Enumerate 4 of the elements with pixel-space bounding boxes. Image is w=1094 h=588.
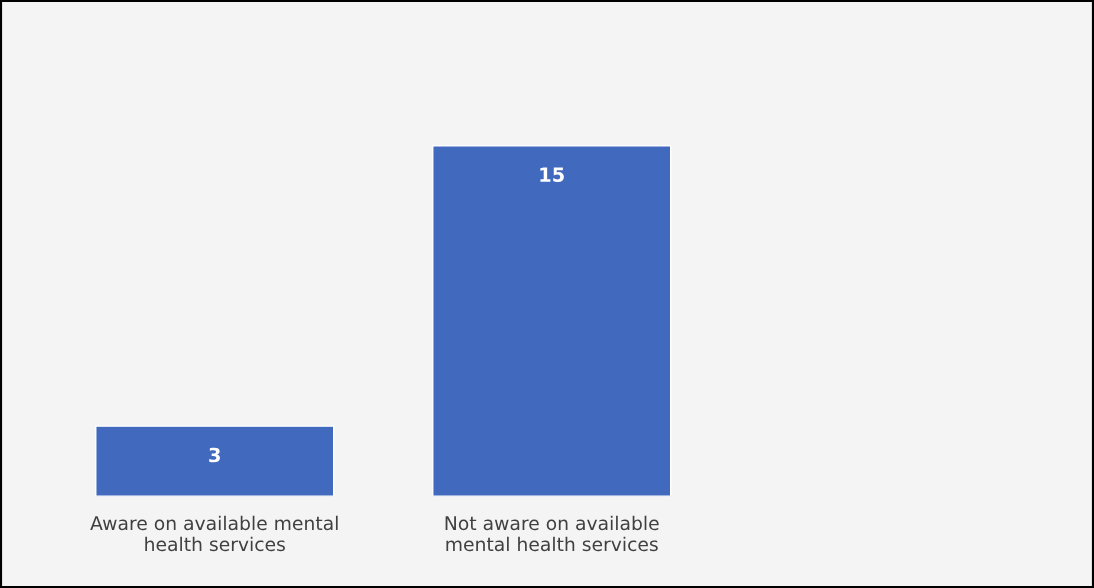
data-label: 15 [540, 167, 564, 182]
x-tick-label: Aware on available mental health services [90, 515, 338, 552]
data-label: 3 [209, 447, 220, 463]
x-tick-label: Not aware on available mental health services [445, 515, 659, 552]
